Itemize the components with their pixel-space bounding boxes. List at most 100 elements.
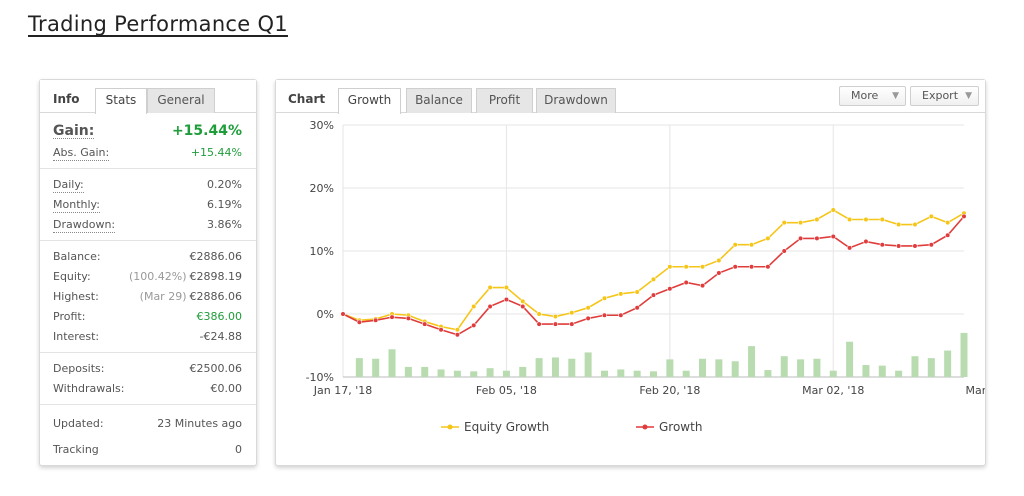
daily-label: Daily: <box>53 178 84 193</box>
export-label: Export <box>922 89 959 102</box>
data-point <box>601 295 608 301</box>
legend-label: Growth <box>659 420 702 434</box>
volume-bar <box>535 358 543 377</box>
data-point <box>748 264 755 270</box>
volume-bar <box>927 358 935 377</box>
divider <box>40 168 256 169</box>
export-dropdown[interactable]: Export ▼ <box>910 86 979 106</box>
volume-bar <box>797 359 805 377</box>
page-title: Trading Performance Q1 <box>28 12 288 36</box>
series-line-growth <box>342 215 965 336</box>
data-point <box>618 312 624 318</box>
data-point <box>634 305 640 311</box>
volume-bar <box>829 370 837 377</box>
balance-label: Balance: <box>53 250 101 263</box>
volume-bar <box>911 356 919 377</box>
tab-general[interactable]: General <box>147 88 215 113</box>
data-point <box>879 242 885 248</box>
monthly-value: 6.19% <box>207 198 242 211</box>
interest-row: Interest: -€24.88 <box>53 327 242 347</box>
volume-bar <box>699 358 707 377</box>
interest-label: Interest: <box>53 330 100 343</box>
data-point <box>847 216 853 223</box>
data-point <box>405 315 411 322</box>
volume-bar <box>878 365 886 377</box>
data-point <box>863 216 869 223</box>
divider <box>40 240 256 241</box>
chart-panel: Chart Growth Balance Profit Drawdown Mor… <box>275 79 986 466</box>
data-point <box>569 310 575 316</box>
data-point <box>896 221 902 228</box>
data-point <box>585 305 591 311</box>
drawdown-row: Drawdown: 3.86% <box>53 215 242 235</box>
data-point <box>487 303 493 310</box>
equity-row: Equity: (100.42%) €2898.19 <box>53 267 242 287</box>
data-point <box>667 264 673 270</box>
drawdown-label: Drawdown: <box>53 218 116 233</box>
data-point <box>454 332 460 338</box>
chart-tabbar: Chart Growth Balance Profit Drawdown Mor… <box>276 80 985 114</box>
volume-bar <box>551 357 559 377</box>
data-point <box>569 321 575 327</box>
gain-row: Gain: +15.44% <box>53 119 242 143</box>
tab-balance[interactable]: Balance <box>406 88 472 113</box>
volume-bar <box>846 341 854 377</box>
data-point <box>879 216 885 223</box>
data-point <box>912 221 918 228</box>
monthly-row: Monthly: 6.19% <box>53 195 242 215</box>
tab-drawdown[interactable]: Drawdown <box>536 88 616 113</box>
volume-bar <box>666 359 674 377</box>
data-point <box>716 270 722 276</box>
data-point <box>683 264 689 270</box>
y-tick-label: -10% <box>306 371 334 384</box>
data-point <box>471 322 477 328</box>
interest-value: -€24.88 <box>199 330 242 343</box>
volume-bar <box>453 370 461 377</box>
gain-label: Gain: <box>53 123 95 139</box>
updated-label: Updated: <box>53 417 104 430</box>
legend-label: Equity Growth <box>464 420 549 434</box>
volume-bar <box>944 350 952 377</box>
data-point <box>699 264 706 270</box>
data-point <box>683 279 689 286</box>
balance-value: €2886.06 <box>189 250 243 263</box>
data-point <box>797 220 804 226</box>
tab-profit[interactable]: Profit <box>476 88 533 113</box>
volume-bar <box>404 366 412 377</box>
equity-percent: (100.42%) <box>128 270 187 283</box>
volume-bar <box>780 356 788 377</box>
data-point <box>471 303 477 310</box>
data-point <box>781 248 787 254</box>
data-point <box>928 213 934 219</box>
growth-chart[interactable]: -10% 0% 10% 20% 30% Jan 17, '18 Feb 05, '18 Feb… <box>276 113 985 465</box>
tab-stats[interactable]: Stats <box>95 88 147 114</box>
gain-value: +15.44% <box>171 123 242 139</box>
data-point <box>945 232 951 238</box>
more-label: More <box>851 89 879 102</box>
more-dropdown[interactable]: More ▼ <box>839 86 906 106</box>
data-point <box>650 276 657 282</box>
volume-bar <box>568 358 576 377</box>
volume-bar <box>584 352 592 377</box>
data-point <box>912 243 918 249</box>
data-point <box>847 245 853 251</box>
abs-gain-label: Abs. Gain: <box>53 146 110 161</box>
withdrawals-label: Withdrawals: <box>53 382 125 395</box>
data-point <box>732 264 738 270</box>
y-tick-label: 30% <box>310 119 334 132</box>
equity-label: Equity: <box>53 270 91 283</box>
y-tick-label: 20% <box>310 182 334 195</box>
volume-bar <box>372 358 380 377</box>
data-point <box>552 313 559 320</box>
data-point <box>765 235 771 241</box>
balance-row: Balance: €2886.06 <box>53 247 242 267</box>
volume-bar <box>764 370 772 377</box>
monthly-label: Monthly: <box>53 198 100 213</box>
volume-bar <box>388 349 396 377</box>
volume-bar <box>600 370 608 377</box>
volume-bar <box>421 366 429 377</box>
data-point <box>667 286 673 292</box>
tab-growth[interactable]: Growth <box>338 88 401 114</box>
volume-bar <box>960 332 968 377</box>
volume-bar <box>748 346 756 377</box>
